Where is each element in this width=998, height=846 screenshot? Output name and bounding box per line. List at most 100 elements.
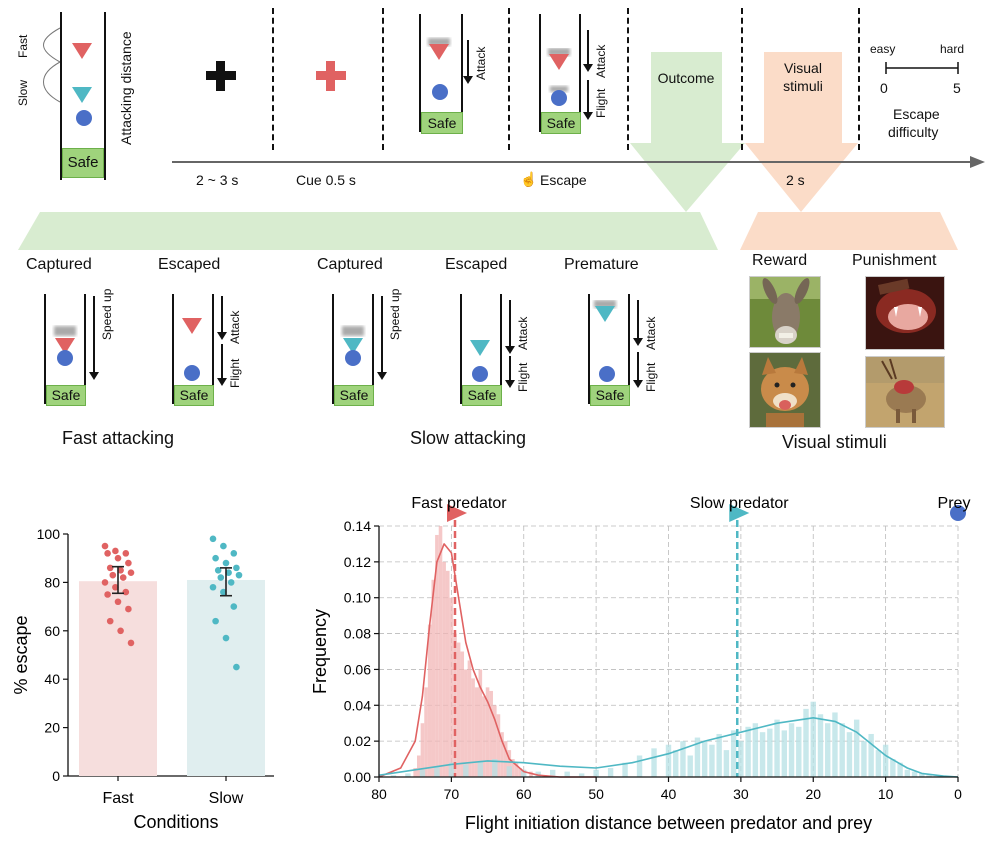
histogram-bar-slow — [687, 755, 693, 777]
lane-wall — [332, 294, 334, 404]
x-tick-label: 30 — [733, 786, 749, 802]
histogram-bar-fast — [420, 723, 425, 777]
histogram-bar-fast — [482, 696, 486, 777]
stimuli-band-arrow — [745, 52, 858, 212]
histogram-bar-fast — [442, 561, 446, 777]
histogram-bar-slow — [796, 726, 802, 777]
escape-label: Escape — [540, 172, 587, 188]
data-point — [222, 634, 230, 642]
difficulty-min: 0 — [880, 80, 888, 96]
data-point — [230, 603, 238, 610]
y-tick-label: 0.02 — [344, 733, 371, 749]
data-point — [125, 605, 132, 613]
data-point — [127, 569, 135, 577]
difficulty-easy-label: easy — [870, 42, 896, 56]
y-tick-label: 80 — [44, 574, 60, 590]
histogram-bar-slow — [926, 775, 932, 777]
data-point — [212, 617, 219, 625]
data-point — [220, 588, 227, 596]
lane-wall — [212, 294, 214, 404]
escaping-prey-icon — [550, 86, 568, 106]
histogram-bar-slow — [390, 775, 397, 777]
histogram-bar-fast — [445, 570, 450, 777]
escape-bar-chart: 0 20 40 60 80 100 Fast Slow Conditions % escape — [11, 526, 274, 832]
divider-5 — [741, 8, 743, 150]
data-point — [104, 591, 111, 598]
histogram-bar-fast — [511, 759, 515, 777]
safe-zone: Safe — [174, 385, 214, 406]
histogram-bar-slow — [694, 737, 701, 777]
x-tick-label: 50 — [588, 786, 604, 802]
lane-right-wall — [104, 12, 106, 180]
escaped-label: Escaped — [158, 256, 221, 273]
histogram-bar-slow — [882, 744, 889, 777]
flight-label: Flight — [516, 362, 530, 392]
histogram-bar-slow — [564, 771, 570, 777]
histogram-bar-fast — [453, 633, 457, 777]
histogram-bar-fast — [474, 687, 479, 777]
safe-zone: Safe — [334, 385, 374, 406]
data-point — [125, 559, 132, 567]
punishment-label: Punishment — [852, 252, 937, 269]
capturing-predator-icon — [342, 326, 364, 366]
prey-icon — [184, 365, 200, 381]
slow-predator-annotation: Slow predator — [690, 495, 789, 512]
histogram-bar-slow — [774, 719, 780, 777]
prey-icon — [950, 505, 966, 521]
histogram-bar-slow — [709, 744, 715, 777]
x-tick-label: Slow — [209, 790, 244, 807]
histogram-bar-slow — [723, 750, 730, 777]
histogram-bar-slow — [890, 759, 896, 777]
safe-zone: Safe — [590, 385, 630, 406]
data-point — [101, 579, 109, 586]
attacking-predator-icon — [548, 48, 570, 70]
histogram-bar-slow — [875, 750, 882, 777]
attack-label: Attack — [644, 316, 658, 350]
flight-distance-chart: Fast predator Slow predator Prey 0.00 0.02 0.… — [310, 495, 970, 833]
histogram-bar-slow — [593, 769, 599, 777]
safe-zone: Safe — [541, 112, 581, 134]
histogram-bar-fast — [496, 714, 501, 777]
data-point — [127, 639, 135, 647]
histogram-bar-slow — [680, 741, 686, 777]
y-axis-label: Frequency — [310, 609, 330, 694]
predator-attack-photo — [865, 356, 945, 428]
flight-lane-right — [579, 14, 581, 132]
attack-arrow-icon — [217, 296, 227, 340]
histogram-bar-slow — [651, 748, 657, 777]
y-tick-label: 0.00 — [344, 769, 371, 785]
y-tick-label: 20 — [44, 720, 60, 736]
histogram-bar-slow — [701, 741, 708, 777]
histogram-bar-slow — [405, 773, 411, 777]
attack-arrow-icon — [505, 300, 515, 354]
y-tick-label: 100 — [37, 526, 61, 542]
x-axis-label: Flight initiation distance between preda… — [465, 813, 872, 833]
histogram-bar-fast — [435, 534, 439, 777]
divider-1 — [272, 8, 274, 150]
histogram-bar-slow — [839, 723, 845, 777]
cue-cross-icon — [316, 61, 346, 91]
kde-line-slow — [378, 717, 959, 778]
histogram-bar-fast — [489, 690, 493, 777]
data-point — [109, 571, 117, 579]
data-point — [112, 583, 119, 591]
data-point — [112, 547, 119, 555]
histogram-bar-slow — [622, 762, 628, 777]
outcome-label: Outcome — [657, 70, 715, 86]
histogram-bar-slow — [861, 741, 867, 777]
lane-wall — [44, 294, 46, 404]
histogram-bar-slow — [767, 728, 773, 777]
histogram-bar-slow — [665, 744, 672, 777]
attack-label: Attack — [594, 44, 608, 78]
x-axis-label: Conditions — [133, 812, 218, 832]
histogram-bar-slow — [911, 771, 918, 777]
kde-line-fast — [378, 543, 597, 778]
data-point — [114, 554, 122, 562]
divider-4 — [627, 8, 629, 150]
histogram-bar-slow — [897, 762, 903, 777]
histogram-bar-fast — [449, 597, 454, 777]
histogram-bar-slow — [730, 730, 737, 777]
histogram-bar-slow — [810, 701, 816, 777]
histogram-bar-slow — [492, 759, 498, 777]
y-tick-label: 60 — [44, 623, 60, 639]
